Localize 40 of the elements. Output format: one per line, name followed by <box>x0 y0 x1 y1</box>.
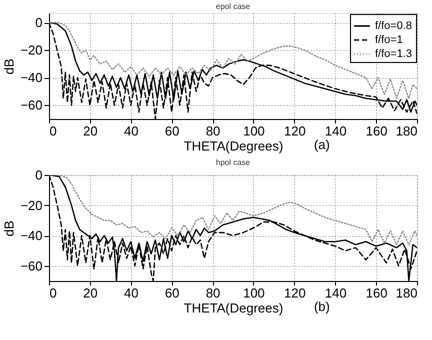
x-tick-label: 120 <box>284 124 306 138</box>
chart-title: epol case <box>216 2 251 11</box>
x-tick-label: 0 <box>50 124 57 138</box>
y-tick-label: −40 <box>20 70 42 86</box>
x-tick-label: 160 <box>366 124 388 138</box>
legend-label: f/fo=1 <box>375 34 403 46</box>
y-tick-label: 0 <box>35 168 42 182</box>
legend-label: f/fo=0.8 <box>375 20 412 32</box>
chart-title: hpol case <box>216 158 251 167</box>
x-tick-label: 60 <box>164 124 180 138</box>
x-tick-label: 140 <box>324 124 347 138</box>
x-tick-label: 160 <box>366 286 388 300</box>
y-axis-title: dB <box>1 220 16 236</box>
y-tick-label: −20 <box>20 42 42 58</box>
y-tick-label: 0 <box>35 15 42 30</box>
line-series <box>49 22 417 99</box>
x-tick-label: 100 <box>243 286 265 300</box>
x-tick-label: 60 <box>164 286 180 300</box>
y-tick-label: −40 <box>20 228 42 244</box>
legend-label: f/fo=1.3 <box>375 48 412 60</box>
x-axis-title: THETA(Degrees) <box>184 300 284 316</box>
x-tick-label: 20 <box>83 124 98 138</box>
x-tick-label: 0 <box>50 286 57 300</box>
y-axis-title: dB <box>1 58 16 74</box>
text: (b) <box>314 299 330 314</box>
x-tick-label: 180 <box>396 124 418 138</box>
x-tick-label: 120 <box>284 286 306 300</box>
x-tick-label: 80 <box>206 286 220 300</box>
y-tick-label: −60 <box>20 98 42 113</box>
x-tick-label: 40 <box>124 124 139 138</box>
x-tick-label: 20 <box>83 286 98 300</box>
x-tick-label: 180 <box>396 286 418 300</box>
x-tick-label: 100 <box>243 124 265 138</box>
y-tick-label: −20 <box>20 198 42 213</box>
x-axis-title: THETA(Degrees) <box>184 138 284 154</box>
x-tick-label: 40 <box>124 286 139 300</box>
x-tick-label: 140 <box>324 286 347 300</box>
text: (a) <box>314 137 330 152</box>
x-tick-label: 80 <box>206 124 220 138</box>
y-tick-label: −60 <box>20 258 42 274</box>
